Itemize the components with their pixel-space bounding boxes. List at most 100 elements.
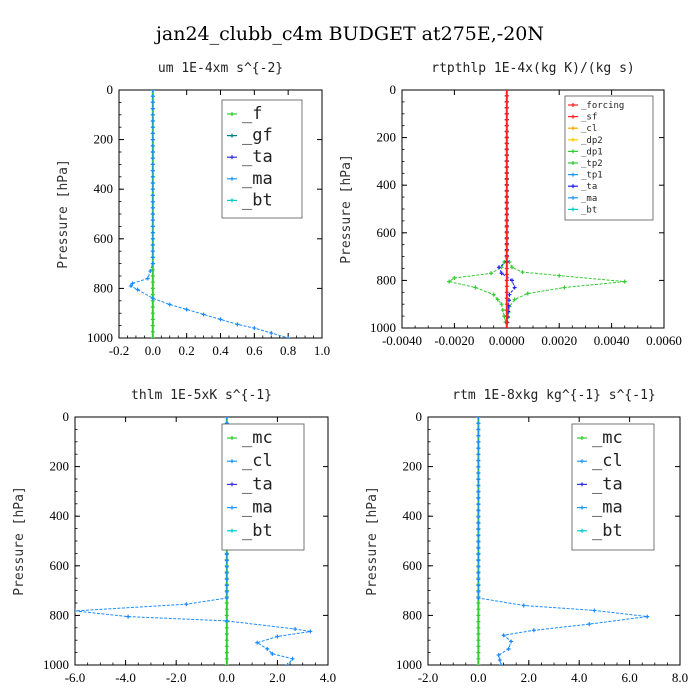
data-point xyxy=(224,596,229,601)
data-point xyxy=(150,100,155,105)
data-point xyxy=(150,137,155,142)
data-point xyxy=(504,278,509,283)
y-tick-label: 400 xyxy=(403,508,423,523)
legend-marker xyxy=(230,198,234,203)
data-point xyxy=(150,296,155,301)
data-point xyxy=(150,131,155,136)
data-point xyxy=(557,273,562,278)
data-point xyxy=(504,302,509,307)
data-point xyxy=(476,583,481,588)
data-point xyxy=(476,421,481,426)
data-point xyxy=(150,199,155,204)
y-tick-label: 1000 xyxy=(396,657,422,672)
data-point xyxy=(499,663,504,665)
legend-label: _cl xyxy=(592,451,623,471)
data-point xyxy=(499,271,504,276)
legend-label: _ma xyxy=(242,498,273,518)
data-point xyxy=(150,106,155,111)
figure-title: jan24_clubb_c4m BUDGET at275E,-20N xyxy=(154,23,544,45)
data-point xyxy=(150,156,155,161)
data-point xyxy=(645,614,650,619)
data-point xyxy=(512,297,517,302)
legend-label: _ta xyxy=(581,182,597,192)
panel-3: thlm 1E-5xK s^{-1} Pressure [hPa] -6.0 -4.0… xyxy=(12,388,336,685)
data-point xyxy=(150,329,155,334)
data-point xyxy=(269,331,274,336)
data-point xyxy=(476,471,481,476)
data-point xyxy=(504,254,509,259)
data-point xyxy=(504,165,509,170)
legend-label: _bt xyxy=(581,205,597,215)
legend-marker xyxy=(230,459,234,464)
x-tick-label: 0.8 xyxy=(280,343,296,358)
legend-label: _ma xyxy=(592,498,623,518)
data-point xyxy=(504,141,509,146)
y-tick-label: 1000 xyxy=(87,330,113,345)
data-point xyxy=(476,638,481,643)
data-point xyxy=(150,230,155,235)
data-point xyxy=(167,302,172,307)
data-point xyxy=(224,607,229,612)
legend-label: _cl xyxy=(581,124,597,134)
data-point xyxy=(476,433,481,438)
data-point xyxy=(150,90,155,92)
data-point xyxy=(148,269,153,274)
y-tick-label: 0 xyxy=(390,82,397,97)
legend-marker xyxy=(571,172,575,177)
y-axis-label: Pressure [hPa] xyxy=(12,486,27,596)
legend-label: _mc xyxy=(242,428,273,448)
legend-label: _forcing xyxy=(581,101,624,111)
data-point xyxy=(224,613,229,618)
legend-marker xyxy=(230,133,234,138)
y-tick-label: 400 xyxy=(94,181,114,196)
data-point xyxy=(150,249,155,254)
panel-1: um 1E-4xm s^{-2} Pressure [hPa] -0.2 0.0 0.2… xyxy=(56,61,330,358)
data-point xyxy=(293,627,298,632)
data-point xyxy=(476,656,481,661)
x-tick-label: 0.0 xyxy=(470,670,486,685)
data-point xyxy=(224,564,229,569)
data-point xyxy=(224,417,229,419)
data-point xyxy=(509,639,514,644)
data-point xyxy=(504,308,509,313)
data-point xyxy=(476,596,481,601)
x-tick-label: 0.6 xyxy=(246,343,263,358)
data-point xyxy=(525,291,530,296)
data-point xyxy=(150,181,155,185)
y-tick-label: 200 xyxy=(94,132,114,147)
legend: _mc _cl _ta _ma _bt xyxy=(571,423,655,551)
data-point xyxy=(476,446,481,451)
x-tick-label: 8.0 xyxy=(672,670,688,685)
plot-area xyxy=(476,417,650,665)
data-point xyxy=(504,117,509,122)
x-tick-label: 4.0 xyxy=(320,670,336,685)
data-point xyxy=(489,271,494,276)
data-point xyxy=(476,452,481,457)
x-tick-label: 0.0000 xyxy=(489,333,525,348)
data-point xyxy=(504,183,509,188)
legend-marker xyxy=(580,436,584,440)
data-point xyxy=(504,201,509,206)
data-point xyxy=(150,119,155,123)
data-point xyxy=(285,663,290,665)
legend-label: _ta xyxy=(242,474,273,494)
data-point xyxy=(184,602,189,607)
y-tick-label: 200 xyxy=(50,459,70,474)
data-point xyxy=(150,261,155,266)
data-point xyxy=(224,632,229,636)
y-axis-label: Pressure [hPa] xyxy=(365,486,380,596)
data-point xyxy=(496,265,501,270)
data-point xyxy=(150,125,155,130)
data-point xyxy=(476,489,481,494)
data-point xyxy=(150,205,155,210)
x-tick-label: 0.0020 xyxy=(541,333,577,348)
data-point xyxy=(476,601,481,605)
data-point xyxy=(150,162,155,167)
data-point xyxy=(504,236,509,241)
legend-label: _cl xyxy=(242,451,273,471)
data-point xyxy=(504,284,509,289)
x-tick-label: 0.0060 xyxy=(646,333,682,348)
data-point xyxy=(504,248,509,253)
x-tick-label: 0.2 xyxy=(179,343,195,358)
legend-marker xyxy=(230,436,234,440)
